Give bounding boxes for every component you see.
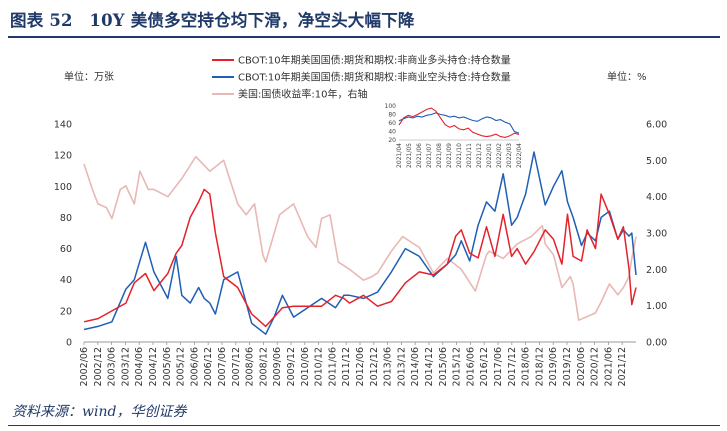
legend-label-1: CBOT:10年期美国国债:期货和期权:非商业多头持仓:持仓数量 [238, 54, 511, 67]
x-tick-label: 2011/12 [341, 347, 352, 386]
y-right-tick-label: 4.00 [646, 192, 667, 203]
x-tick-label: 2004/12 [148, 347, 159, 386]
x-tick-label: 2005/12 [176, 347, 187, 386]
legend-label-2: CBOT:10年期美国国债:期货和期权:非商业空头持仓:持仓数量 [238, 71, 511, 84]
x-tick-label: 2012/06 [355, 347, 366, 386]
x-tick-label: 2016/06 [465, 347, 476, 386]
inset-x-tick-label: 2021/11 [466, 143, 473, 168]
inset-x-tick-label: 2022/02 [496, 143, 503, 168]
y-left-tick-label: 80 [60, 213, 72, 224]
x-tick-label: 2006/06 [189, 347, 200, 386]
axes: 0204060801001201400.001.002.003.004.005.… [54, 120, 667, 387]
y-right-tick-label: 3.00 [646, 229, 667, 240]
x-tick-label: 2013/12 [396, 347, 407, 386]
y-left-tick-label: 140 [54, 120, 72, 131]
bottom-rule [8, 425, 720, 426]
inset-x-tick-label: 2022/01 [486, 143, 493, 168]
y-right-tick-label: 5.00 [646, 156, 667, 167]
x-tick-label: 2014/12 [424, 347, 435, 386]
x-tick-label: 2011/06 [327, 347, 338, 386]
x-tick-label: 2010/12 [314, 347, 325, 386]
y-right-tick-label: 2.00 [646, 265, 667, 276]
left-unit-label: 单位：万张 [64, 70, 114, 83]
chart-title: 图表 52 10Y 美债多空持仓均下滑，净空头大幅下降 [10, 11, 415, 30]
x-tick-label: 2007/06 [217, 347, 228, 386]
long-position-line [83, 188, 637, 328]
inset-short-line [398, 112, 520, 134]
x-tick-label: 2002/12 [93, 347, 104, 386]
x-tick-label: 2015/12 [452, 347, 463, 386]
x-tick-label: 2012/12 [369, 347, 380, 386]
x-tick-label: 2017/12 [507, 347, 518, 386]
inset-y-tick-label: 80 [388, 112, 396, 119]
x-tick-label: 2008/06 [245, 347, 256, 386]
x-tick-label: 2009/06 [272, 347, 283, 386]
x-tick-label: 2014/06 [410, 347, 421, 386]
x-tick-label: 2018/06 [521, 347, 532, 386]
inset-long-line [398, 107, 520, 138]
y-left-tick-label: 40 [60, 275, 72, 286]
chart-figure: CBOT:10年期美国国债:期货和期权:非商业多头持仓:持仓数量 CBOT:10年… [54, 54, 667, 387]
inset-x-tick-label: 2022/04 [516, 143, 523, 168]
y-left-tick-label: 0 [66, 338, 72, 349]
x-tick-label: 2008/12 [258, 347, 269, 386]
legend: CBOT:10年期美国国债:期货和期权:非商业多头持仓:持仓数量 CBOT:10年… [212, 54, 511, 101]
series-lines [83, 151, 637, 335]
x-tick-label: 2020/12 [590, 347, 601, 386]
inset-x-tick-label: 2021/10 [456, 143, 463, 168]
short-position-line [83, 151, 637, 335]
x-tick-label: 2017/06 [493, 347, 504, 386]
inset-x-tick-label: 2021/04 [396, 143, 403, 168]
x-tick-label: 2021/06 [603, 347, 614, 386]
y-left-tick-label: 20 [60, 306, 72, 317]
y-left-tick-label: 60 [60, 244, 72, 255]
x-tick-label: 2015/06 [438, 347, 449, 386]
x-tick-label: 2007/12 [231, 347, 242, 386]
inset-x-tick-label: 2021/06 [416, 143, 423, 168]
y-right-tick-label: 1.00 [646, 301, 667, 312]
x-tick-label: 2009/12 [286, 347, 297, 386]
treasury-yield-line [83, 155, 637, 322]
x-tick-label: 2019/06 [548, 347, 559, 386]
x-tick-label: 2018/12 [534, 347, 545, 386]
legend-label-3: 美国:国债收益率:10年，右轴 [238, 88, 367, 101]
inset-y-tick-label: 40 [388, 129, 396, 136]
x-tick-label: 2013/06 [383, 347, 394, 386]
x-tick-label: 2005/06 [162, 347, 173, 386]
y-left-tick-label: 120 [54, 151, 72, 162]
inset-x-tick-label: 2021/07 [426, 143, 433, 168]
y-left-tick-label: 100 [54, 182, 72, 193]
x-tick-label: 2002/06 [79, 347, 90, 386]
inset-x-tick-label: 2021/09 [446, 143, 453, 168]
inset-y-tick-label: 60 [388, 120, 396, 127]
right-unit-label: 单位：% [607, 70, 647, 83]
x-tick-label: 2003/06 [107, 347, 118, 386]
inset-background [399, 106, 519, 140]
x-tick-label: 2019/12 [562, 347, 573, 386]
x-tick-label: 2021/12 [617, 347, 628, 386]
y-right-tick-label: 6.00 [646, 120, 667, 131]
inset-x-tick-label: 2021/12 [476, 143, 483, 168]
x-tick-label: 2003/12 [120, 347, 131, 386]
inset-x-tick-label: 2022/03 [506, 143, 513, 168]
x-tick-label: 2020/06 [576, 347, 587, 386]
x-tick-label: 2006/12 [203, 347, 214, 386]
x-tick-label: 2010/06 [300, 347, 311, 386]
source-note: 资料来源：wind，华创证券 [12, 404, 187, 420]
title-rule [8, 36, 720, 38]
inset-y-tick-label: 20 [388, 137, 396, 144]
inset-x-tick-label: 2021/08 [436, 143, 443, 168]
y-right-tick-label: 0.00 [646, 338, 667, 349]
x-tick-label: 2004/06 [134, 347, 145, 386]
inset-x-tick-label: 2021/05 [406, 143, 413, 168]
x-tick-label: 2016/12 [479, 347, 490, 386]
inset-y-tick-label: 100 [385, 103, 397, 110]
